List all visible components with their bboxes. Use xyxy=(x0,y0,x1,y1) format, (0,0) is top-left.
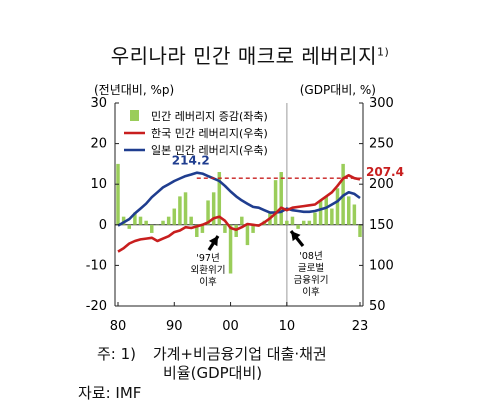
x-tick-label: 23 xyxy=(352,319,369,334)
footnote-text-1: 가계+비금융기업 대출·채권 xyxy=(152,345,327,363)
bar-2008 xyxy=(273,180,278,225)
bar-2021 xyxy=(346,196,351,225)
event-1997-text: 이후 xyxy=(199,277,217,288)
bar-1998 xyxy=(217,172,222,225)
arrow-2008-head xyxy=(291,231,301,242)
event-2008-text: 금융위기 xyxy=(294,274,329,286)
right-tick-label: 100 xyxy=(369,258,394,273)
bar-1988 xyxy=(161,220,165,225)
x-tick-label: 10 xyxy=(279,319,296,334)
x-tick-label: 80 xyxy=(110,319,127,334)
korea-last-label: 207.4 xyxy=(366,165,404,179)
left-axis-label: (전년대비, %p) xyxy=(94,83,174,97)
right-tick-label: 300 xyxy=(369,96,394,111)
bar-1984 xyxy=(138,216,143,225)
bar-1982 xyxy=(127,224,132,229)
bar-1996 xyxy=(206,200,210,225)
footnote-label: 주: xyxy=(97,345,116,363)
bar-1983 xyxy=(133,212,137,225)
right-tick-label: 250 xyxy=(369,137,394,152)
bar-1981 xyxy=(121,216,126,225)
bar-2016 xyxy=(318,200,323,225)
legend-label: 일본 민간 레버리지(우축) xyxy=(151,143,268,157)
bar-2015 xyxy=(313,212,317,225)
japan-peak-label: 214.2 xyxy=(172,154,210,168)
event-2008-text: 글로벌 xyxy=(298,263,324,274)
event-1997-text: 외환위기 xyxy=(191,264,226,276)
left-tick-label: 0 xyxy=(99,218,107,233)
line-series xyxy=(117,171,361,253)
bar-1993 xyxy=(189,216,193,225)
bar-2012 xyxy=(296,224,300,229)
source-note: 자료: IMF xyxy=(78,384,142,402)
legend: 민간 레버리지 증감(좌축) 한국 민간 레버리지(우축) 일본 민간 레버리지(우… xyxy=(124,110,268,157)
bar-1987 xyxy=(155,224,160,226)
right-tick-label: 150 xyxy=(369,218,394,233)
right-axis-label: (GDP대비, %) xyxy=(300,83,376,97)
bar-2011 xyxy=(290,216,295,225)
chart-title: 우리나라 민간 매크로 레버리지1) xyxy=(0,40,500,69)
bar-2003 xyxy=(245,224,250,246)
legend-swatch-bar xyxy=(130,110,139,121)
bar-2014 xyxy=(307,220,312,225)
bar-1986 xyxy=(150,224,154,233)
bar-1991 xyxy=(178,196,182,225)
bar-1980 xyxy=(116,163,120,225)
bar-2004 xyxy=(251,224,255,233)
footnote-line-1: 주: 1) 가계+비금융기업 대출·채권 xyxy=(97,343,327,364)
japan-line xyxy=(117,171,361,227)
right-tick-label: 200 xyxy=(369,177,394,192)
left-tick-label: 10 xyxy=(90,177,107,192)
right-tick-label: 50 xyxy=(369,299,386,314)
bar-1992 xyxy=(183,192,188,225)
bar-2019 xyxy=(335,188,340,225)
bar-1989 xyxy=(166,216,171,225)
left-tick-label: -20 xyxy=(86,299,107,314)
korea-line xyxy=(117,174,361,253)
bar-2022 xyxy=(352,204,357,225)
bar-1990 xyxy=(172,208,177,225)
legend-label: 민간 레버리지 증감(좌축) xyxy=(151,110,268,123)
legend-label: 한국 민간 레버리지(우축) xyxy=(151,127,268,140)
bar-2009 xyxy=(279,172,283,225)
bar-2000 xyxy=(228,224,233,274)
bar-1995 xyxy=(200,224,205,233)
bar-1985 xyxy=(144,220,148,225)
bar-2018 xyxy=(330,208,334,225)
event-2008-text: 이후 xyxy=(302,287,320,298)
footnote-number: 1) xyxy=(120,345,137,363)
title-footnote-mark: 1) xyxy=(376,45,390,59)
bar-2017 xyxy=(324,196,328,225)
bar-1999 xyxy=(223,224,227,233)
bar-1994 xyxy=(195,224,199,237)
left-tick-label: -10 xyxy=(86,258,107,273)
event-2008-text: '08년 xyxy=(299,251,322,262)
x-tick-label: 00 xyxy=(222,319,239,334)
chart-title-text: 우리나라 민간 매크로 레버리지 xyxy=(110,44,377,68)
bar-2023 xyxy=(358,224,362,237)
arrow-1997-head xyxy=(208,236,218,247)
bar-series xyxy=(116,163,362,274)
bar-1997 xyxy=(211,192,216,225)
x-tick-label: 90 xyxy=(166,319,183,334)
bar-2013 xyxy=(301,220,306,225)
bar-2010 xyxy=(285,220,289,225)
left-tick-label: 20 xyxy=(90,137,107,152)
footnote-line-2: 비율(GDP대비) xyxy=(163,364,263,382)
event-1997-text: '97년 xyxy=(196,253,219,264)
bar-2002 xyxy=(240,216,244,225)
left-tick-label: 30 xyxy=(90,96,107,111)
